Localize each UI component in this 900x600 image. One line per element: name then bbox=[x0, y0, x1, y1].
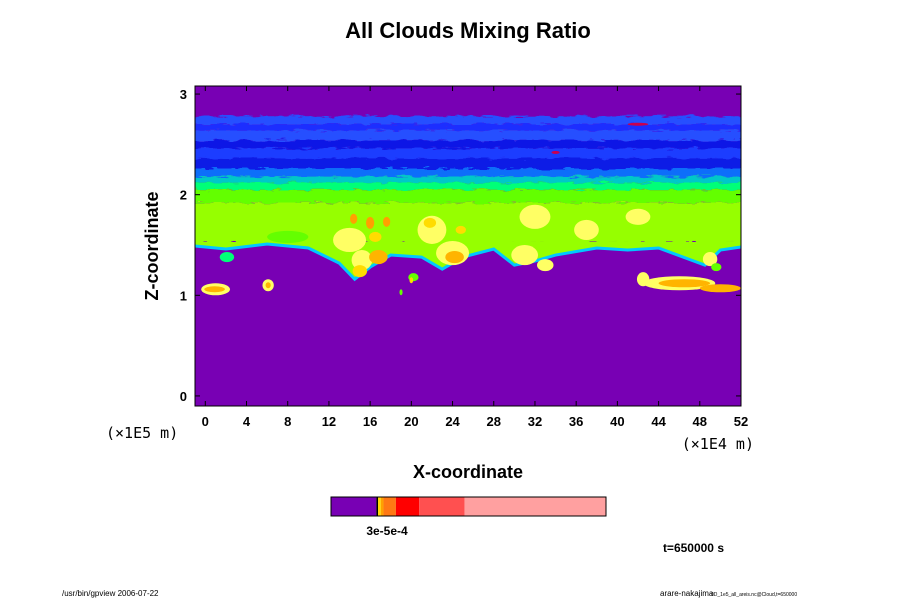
cloud-patch-7 bbox=[369, 231, 382, 242]
layer-band-6 bbox=[195, 158, 741, 169]
cloud-patch-16 bbox=[574, 219, 599, 240]
cloud-patch-21 bbox=[204, 286, 225, 293]
colorbar-segment-0 bbox=[331, 497, 377, 516]
cloud-patch-17 bbox=[702, 252, 718, 267]
x-scale-note: (×1E4 m) bbox=[682, 435, 754, 453]
colorbar-label: 3e-5e-4 bbox=[366, 524, 408, 538]
y-tick-label: 2 bbox=[180, 188, 187, 203]
cloud-patch-12 bbox=[455, 225, 466, 234]
colorbar-segment-6 bbox=[419, 497, 465, 516]
cloud-patch-31 bbox=[399, 289, 403, 296]
colorbar-segment-1 bbox=[376, 497, 379, 516]
cloud-patch-11 bbox=[423, 217, 437, 228]
cloud-layers bbox=[195, 86, 741, 243]
cloud-patch-18 bbox=[625, 208, 651, 225]
cloud-patch-33 bbox=[551, 150, 560, 154]
layer-band-7 bbox=[195, 168, 741, 177]
x-tick-label: 20 bbox=[404, 414, 418, 429]
y-tick-label: 1 bbox=[180, 288, 187, 303]
layer-band-1 bbox=[195, 116, 741, 125]
plot-frame bbox=[194, 85, 742, 407]
x-tick-label: 48 bbox=[693, 414, 707, 429]
layer-band-0 bbox=[195, 86, 741, 117]
colorbar-segment-7 bbox=[464, 497, 606, 516]
plot-area bbox=[195, 86, 741, 406]
x-tick-label: 52 bbox=[734, 414, 748, 429]
cloud-patch-2 bbox=[352, 265, 368, 278]
colorbar-segment-5 bbox=[395, 497, 420, 516]
x-tick-label: 12 bbox=[322, 414, 336, 429]
cloud-patch-3 bbox=[369, 250, 388, 265]
cloud-patch-5 bbox=[366, 216, 375, 229]
cloud-patch-4 bbox=[350, 213, 358, 224]
time-label: t=650000 s bbox=[663, 541, 724, 555]
layer-band-3 bbox=[195, 130, 741, 141]
cloud-patch-13 bbox=[511, 244, 539, 266]
cloud-patch-32 bbox=[409, 277, 414, 284]
y-scale-note: (×1E5 m) bbox=[106, 424, 178, 442]
x-tick-label: 24 bbox=[445, 414, 460, 429]
footer-left: /usr/bin/gpview 2006-07-22 bbox=[62, 589, 159, 598]
lower-cloud-region bbox=[195, 241, 741, 280]
cloud-patch-29 bbox=[711, 263, 722, 272]
colorbar bbox=[331, 497, 606, 516]
x-tick-label: 8 bbox=[284, 414, 291, 429]
x-axis-ticks: 0 4 8 12 16 20 24 28 32 36 40 44 48 52 bbox=[202, 86, 748, 429]
colorbar-frame bbox=[330, 496, 607, 517]
chart-title: All Clouds Mixing Ratio bbox=[345, 18, 591, 43]
x-tick-label: 4 bbox=[243, 414, 251, 429]
y-tick-label: 0 bbox=[180, 389, 187, 404]
x-tick-label: 0 bbox=[202, 414, 209, 429]
cloud-patch-27 bbox=[699, 284, 741, 293]
x-axis-label: X-coordinate bbox=[413, 462, 523, 482]
x-tick-label: 32 bbox=[528, 414, 542, 429]
layer-band-5 bbox=[195, 148, 741, 159]
y-tick-label: 3 bbox=[180, 87, 187, 102]
colorbar-segment-4 bbox=[383, 497, 396, 516]
cloud-patch-34 bbox=[627, 122, 649, 126]
x-tick-label: 16 bbox=[363, 414, 377, 429]
cloud-patch-19 bbox=[267, 230, 309, 243]
x-tick-label: 36 bbox=[569, 414, 583, 429]
layer-band-4 bbox=[195, 140, 741, 149]
cloud-patch-15 bbox=[537, 259, 554, 272]
footer-user: arare-nakajima bbox=[660, 589, 714, 598]
y-axis-label: Z-coordinate bbox=[142, 191, 162, 300]
layer-band-9 bbox=[195, 182, 741, 190]
cloud-patch-0 bbox=[333, 227, 367, 253]
layer-band-8 bbox=[195, 176, 741, 183]
cloud-patch-23 bbox=[265, 282, 271, 289]
cloud-patch-26 bbox=[658, 279, 711, 288]
x-tick-label: 40 bbox=[610, 414, 624, 429]
cloud-patch-24 bbox=[219, 252, 235, 263]
layer-band-10 bbox=[195, 189, 741, 203]
cloud-patch-28 bbox=[636, 272, 650, 287]
cloud-patches bbox=[201, 122, 741, 296]
layer-band-2 bbox=[195, 124, 741, 131]
cloud-patch-6 bbox=[383, 216, 391, 227]
colorbar-segment-2 bbox=[378, 497, 381, 516]
colorbar-segment-3 bbox=[380, 497, 384, 516]
footer-file: 0D_1e5_all_areis.nc@Cloud,t=650000 bbox=[711, 592, 797, 598]
x-tick-label: 44 bbox=[651, 414, 666, 429]
cloud-patch-1 bbox=[351, 250, 373, 271]
cloud-patch-10 bbox=[445, 251, 464, 264]
cloud-patch-14 bbox=[519, 204, 551, 229]
y-axis-ticks: 0 1 2 3 bbox=[180, 87, 741, 404]
x-tick-label: 28 bbox=[487, 414, 501, 429]
